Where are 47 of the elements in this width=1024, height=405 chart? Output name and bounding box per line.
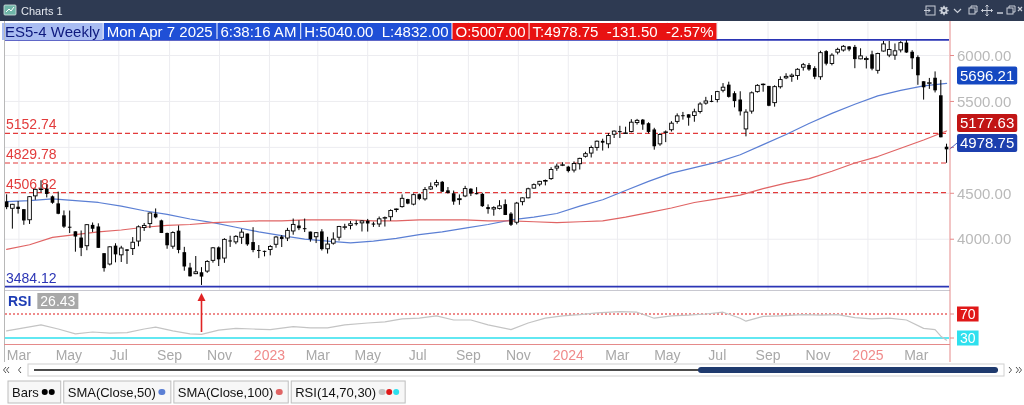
x-tick-label: Mar (6, 346, 32, 363)
annotation: 4978.75 (960, 134, 1015, 152)
legend-label: RSI(14,70,30) (295, 384, 377, 400)
x-tick-label: Mar (605, 346, 630, 363)
x-tick-label: Sep (755, 346, 781, 363)
x-tick-label: 2025 (852, 346, 884, 363)
x-tick-label: Jul (408, 346, 427, 363)
x-tick-label: Mar (904, 346, 929, 363)
candlestick (251, 226, 255, 253)
chart-title: RSI (8, 292, 32, 309)
candlestick (910, 49, 914, 70)
text: Charts 1 (21, 4, 63, 17)
candlestick (916, 54, 920, 86)
x-tick-label: Nov (505, 346, 531, 363)
candlestick (257, 244, 261, 259)
x-tick-label: Sep (455, 346, 482, 363)
candlestick (738, 90, 743, 116)
x-tick-label: 2024 (552, 346, 585, 363)
candlestick (652, 127, 657, 151)
legend-label: SMA(Close,50) (67, 384, 156, 400)
x-tick-label: May (55, 346, 83, 363)
legend-label: SMA(Close,100) (177, 384, 274, 400)
x-tick-label: Mar (305, 346, 331, 363)
y-tick-label: 5500.00 (957, 92, 1012, 110)
x-tick-label: Nov (805, 346, 831, 363)
candlestick (760, 82, 766, 93)
candlestick (73, 230, 78, 253)
x-tick-label: Jul (708, 346, 727, 363)
x-tick-label: May (654, 346, 681, 363)
y-tick-label: 4000.00 (957, 230, 1012, 248)
ref-line-label: 3484.12 (6, 269, 57, 286)
y-tick-label: 6000.00 (957, 46, 1012, 64)
x-tick-label: Nov (207, 346, 232, 363)
candlestick (720, 82, 726, 93)
candlestick (457, 193, 462, 206)
x-tick-label: 2023 (253, 346, 286, 363)
ref-line-label: 4829.78 (6, 146, 57, 162)
candlestick (359, 219, 365, 232)
x-tick-label: May (354, 346, 381, 363)
ref-line-label: 4506.82 (6, 175, 57, 192)
ref-line-label: 5152.74 (6, 116, 57, 133)
x-tick-label: Jul (109, 346, 128, 363)
y-tick-label: 4500.00 (957, 184, 1012, 202)
legend-label: Bars (12, 384, 40, 400)
candlestick (446, 186, 450, 195)
x-tick-label: Sep (157, 346, 183, 363)
line-series (6, 130, 948, 250)
